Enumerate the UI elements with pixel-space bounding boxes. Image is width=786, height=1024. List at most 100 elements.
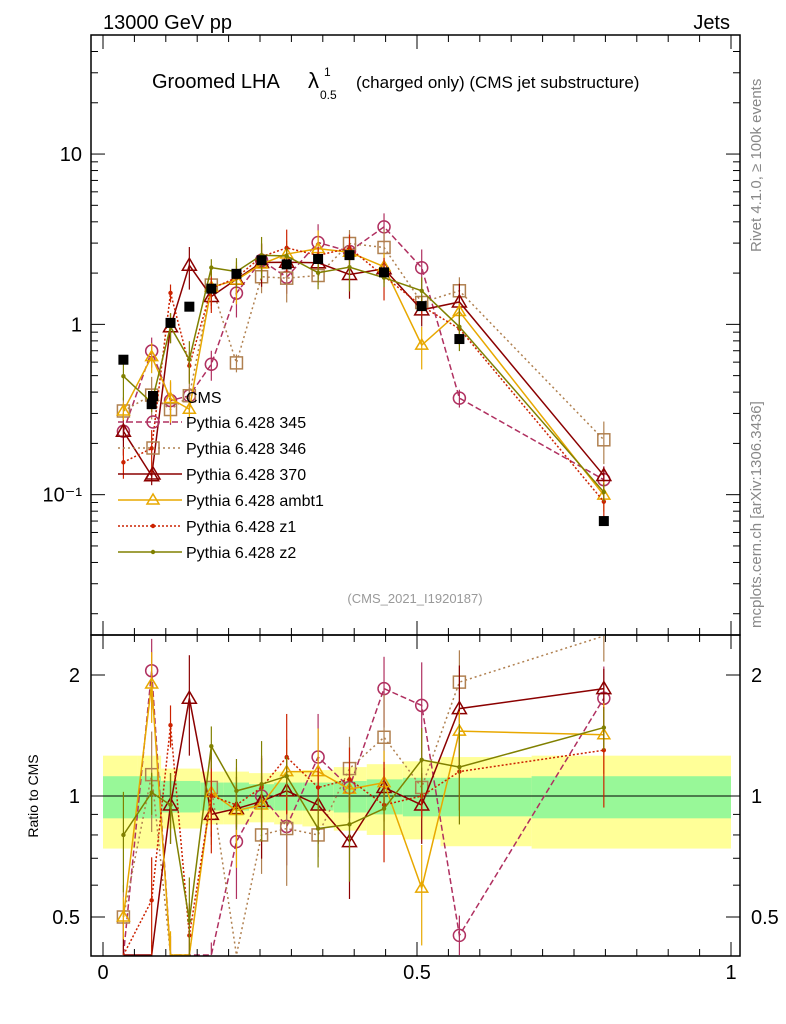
data-point (146, 399, 157, 410)
ratio-marker-ambt1 (116, 909, 131, 922)
ratio-marker-z2 (457, 764, 462, 770)
series-marker-ambt1 (116, 403, 131, 416)
series-marker-ambt1 (144, 349, 159, 362)
series-marker-z2 (457, 324, 462, 329)
series-marker-z2 (419, 288, 424, 293)
title-rest: (charged only) (CMS jet substructure) (356, 73, 639, 92)
main-data-points (118, 250, 609, 527)
mcplots-label: mcplots.cern.ch [arXiv:1306.3436] (748, 401, 765, 628)
ratio-marker-z1 (168, 723, 173, 728)
band-inner (440, 777, 532, 817)
main-panel: 10⁻¹ 1 10 (CMS_2021_I1920187) CMS Pythia 6.… (43, 34, 741, 636)
x-tick-label: 0.5 (403, 962, 431, 984)
ratio-marker-z2 (168, 802, 173, 808)
data-point (416, 301, 427, 312)
ratio-bands (103, 755, 731, 849)
ratio-marker-p346 (279, 821, 294, 836)
data-point (206, 283, 217, 294)
ratio-y-tick-label-right: 2 (751, 665, 762, 687)
data-point (118, 354, 129, 365)
ratio-marker-p345 (414, 698, 429, 713)
series-marker-p345 (414, 260, 429, 275)
series-line-ambt1 (122, 247, 605, 496)
ratio-marker-p345 (452, 928, 467, 943)
legend-marker-ambt1 (145, 492, 161, 505)
header-left: 13000 GeV pp (103, 12, 232, 34)
ratio-line-p346 (122, 635, 605, 956)
title-sub: 0.5 (320, 88, 337, 102)
plot-title: Groomed LHA λ 1 0.5 (charged only) (CMS … (152, 65, 639, 102)
ratio-line-z1 (122, 725, 604, 956)
data-point (231, 268, 242, 279)
data-point (379, 267, 390, 278)
legend-label-z1: Pythia 6.428 z1 (186, 519, 296, 536)
series-line-z2 (122, 254, 605, 493)
legend-label-ambt1: Pythia 6.428 ambt1 (186, 493, 324, 510)
band-inner (103, 776, 138, 819)
y-tick-label: 10⁻¹ (43, 485, 83, 507)
ratio-line-p370 (123, 687, 604, 956)
legend-label-p346: Pythia 6.428 346 (186, 441, 306, 458)
title-sup: 1 (324, 65, 331, 79)
series-marker-z2 (209, 265, 214, 270)
ratio-ticks: 0.5 0.5 1 1 2 2 (52, 665, 779, 929)
data-point (598, 516, 609, 527)
legend-marker-p370 (144, 465, 162, 480)
series-marker-z1 (149, 446, 154, 451)
legend-marker-p346 (146, 441, 160, 455)
ratio-marker-z1 (315, 785, 321, 790)
data-point (344, 250, 355, 261)
series-marker-p370 (181, 256, 198, 272)
data-point (313, 253, 324, 264)
main-ticks: 10⁻¹ 1 10 (43, 34, 740, 615)
ratio-marker-z2 (259, 781, 264, 787)
band-inner (531, 776, 731, 819)
ratio-y-tick-label: 0.5 (52, 907, 80, 929)
ratio-marker-ambt1 (414, 880, 430, 893)
series-marker-p370 (115, 422, 132, 438)
ratio-marker-z1 (347, 777, 352, 782)
series-marker-z1 (601, 499, 607, 504)
series-marker-p345 (204, 357, 219, 371)
legend-label-z2: Pythia 6.428 z2 (186, 545, 296, 562)
series-marker-p345 (452, 391, 467, 405)
series-marker-z1 (347, 245, 352, 251)
data-point (165, 317, 176, 328)
series-marker-ambt1 (163, 391, 178, 404)
ratio-marker-z2 (149, 790, 154, 795)
y-tick-label: 10 (60, 144, 82, 166)
legend-marker-z1 (150, 523, 156, 529)
ratio-panel: 0.5 0.5 1 1 2 2 Ratio to CMS (25, 634, 779, 957)
analysis-id: (CMS_2021_I1920187) (347, 591, 482, 606)
main-series (115, 213, 613, 526)
data-point (454, 334, 465, 345)
ratio-marker-p370 (595, 680, 613, 695)
ratio-marker-ambt1 (144, 676, 159, 689)
series-marker-ambt1 (414, 337, 430, 350)
series-marker-z2 (315, 270, 321, 275)
title-main: Groomed LHA (152, 71, 280, 93)
ratio-series (116, 635, 613, 956)
rivet-label: Rivet 4.1.0, ≥ 100k events (748, 79, 765, 252)
legend: CMS Pythia 6.428 345 Pythia 6.428 346 Pythi… (118, 390, 324, 562)
series-marker-z1 (121, 460, 126, 465)
title-symbol: λ (308, 68, 319, 93)
x-tick-label: 0 (97, 962, 108, 984)
ratio-marker-z2 (347, 822, 352, 827)
legend-marker-z2 (150, 549, 156, 555)
series-marker-p370 (595, 467, 613, 482)
y-tick-label: 1 (71, 314, 82, 336)
series-marker-z2 (347, 264, 352, 270)
x-axis: 0 0.5 1 (97, 35, 737, 984)
legend-marker-data (148, 391, 158, 401)
header-right: Jets (693, 12, 730, 34)
ratio-marker-z2 (601, 725, 607, 730)
ratio-marker-z1 (149, 898, 154, 903)
data-point (256, 255, 267, 266)
series-line-z1 (123, 247, 605, 503)
data-point (184, 301, 195, 312)
ratio-marker-p346 (377, 730, 391, 745)
series-marker-z2 (284, 253, 289, 259)
series-marker-z2 (601, 489, 607, 495)
